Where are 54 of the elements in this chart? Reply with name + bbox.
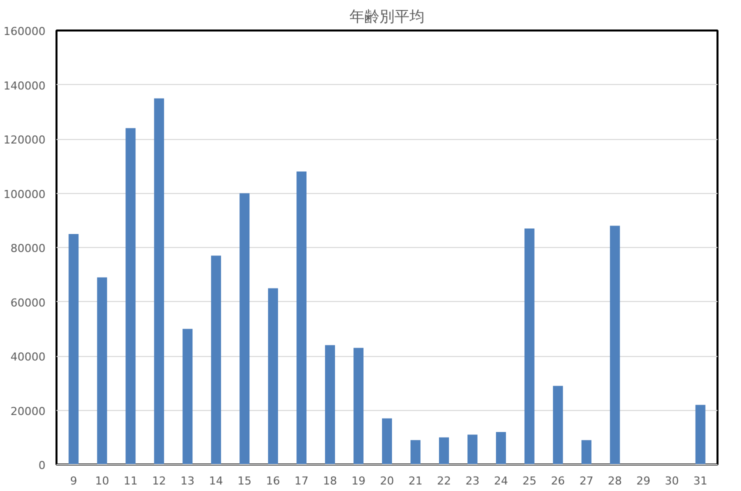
y-tick-label: 20000: [10, 404, 46, 418]
x-tick-label: 16: [266, 474, 280, 488]
bar: [695, 404, 706, 464]
bar: [581, 440, 592, 464]
bar: [552, 386, 563, 464]
x-tick-label: 21: [408, 474, 422, 488]
y-tick-label: 120000: [4, 134, 46, 146]
x-tick-label: 14: [209, 474, 224, 488]
bar: [496, 432, 506, 464]
y-tick-label: 100000: [4, 188, 46, 201]
x-tick-label: 29: [636, 474, 650, 488]
x-tick-label: 12: [152, 474, 166, 488]
chart-title: 年齢別平均: [350, 8, 424, 26]
x-tick-label: 10: [95, 474, 110, 488]
x-tick-label: 20: [380, 474, 394, 488]
bar: [97, 277, 108, 464]
y-tick-label: 40000: [10, 350, 46, 364]
y-tick-label: 160000: [4, 25, 46, 38]
x-tick-label: 23: [465, 474, 480, 488]
x-tick-label: 13: [180, 474, 195, 488]
bar: [524, 228, 534, 464]
y-tick-label: 140000: [4, 79, 46, 92]
bar: [154, 98, 164, 464]
x-tick-label: 26: [550, 474, 565, 488]
bar: [354, 348, 364, 464]
x-tick-label: 9: [70, 474, 78, 488]
bar: [467, 434, 478, 464]
x-tick-label: 30: [664, 474, 679, 488]
x-tick-label: 11: [124, 474, 138, 488]
x-tick-label: 15: [238, 474, 252, 488]
y-tick-label: 80000: [10, 242, 46, 255]
bar: [296, 172, 307, 464]
x-tick-label: 18: [323, 474, 338, 488]
y-tick-label: 0: [38, 459, 46, 472]
bar: [410, 440, 420, 464]
x-tick-label: 25: [522, 474, 536, 488]
x-tick-label: 31: [693, 474, 708, 488]
x-tick-label: 27: [579, 474, 594, 488]
bar: [126, 128, 136, 464]
x-tick-label: 19: [352, 474, 366, 488]
bar: [610, 226, 620, 464]
bar: [268, 288, 278, 464]
x-tick-label: 17: [294, 474, 309, 488]
bar: [182, 328, 193, 464]
bar: [240, 193, 250, 464]
bar: [211, 256, 222, 464]
bar: [68, 234, 79, 464]
x-tick-label: 22: [436, 474, 451, 488]
bar: [382, 418, 392, 464]
x-tick-label: 24: [494, 474, 508, 488]
x-tick-label: 28: [608, 474, 622, 488]
y-tick-label: 60000: [10, 296, 46, 310]
bar: [325, 345, 336, 464]
bar: [438, 437, 449, 464]
